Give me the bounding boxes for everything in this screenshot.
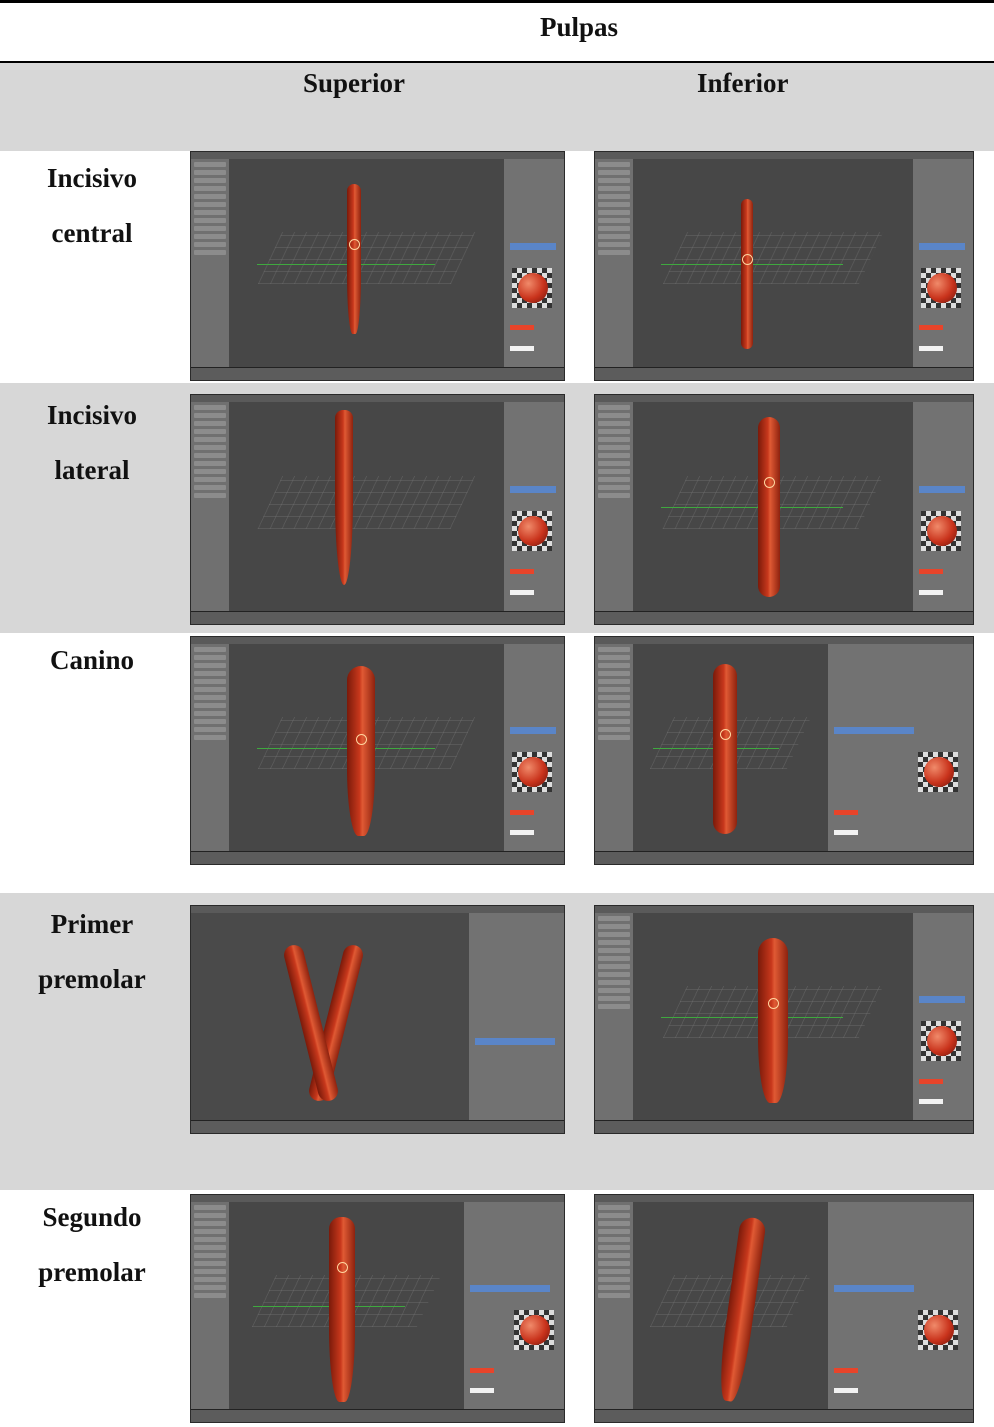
table-row: Segundo premolar	[0, 1190, 994, 1427]
row-label-line2: premolar	[38, 964, 146, 994]
row-label-line1: Canino	[49, 645, 135, 675]
blender-screenshot-inferior	[594, 636, 974, 865]
row-label-line1: Incisivo	[46, 400, 138, 430]
row-label-line1: Segundo	[42, 1202, 142, 1232]
table-row: Incisivo lateral	[0, 383, 994, 633]
blender-screenshot-superior	[190, 394, 565, 625]
table-row: Incisivo central	[0, 151, 994, 383]
blender-screenshot-superior	[190, 151, 565, 381]
column-header-inferior: Inferior	[697, 68, 789, 98]
row-label-line1: Primer	[50, 909, 134, 939]
title-rule	[0, 61, 994, 63]
blender-screenshot-inferior	[594, 905, 974, 1134]
table-row: Canino	[0, 633, 994, 893]
column-header-band: Superior Inferior	[0, 63, 994, 151]
blender-screenshot-superior	[190, 636, 565, 865]
column-header-superior: Superior	[303, 68, 406, 98]
row-label-line2: premolar	[38, 1257, 146, 1287]
blender-screenshot-inferior	[594, 151, 974, 381]
row-label-line2: central	[51, 218, 133, 248]
row-label-line1: Incisivo	[46, 163, 138, 193]
table-title: Pulpas	[540, 12, 619, 42]
table-row: Primer premolar	[0, 893, 994, 1190]
top-rule	[0, 0, 994, 3]
blender-screenshot-inferior	[594, 394, 974, 625]
blender-screenshot-superior	[190, 1194, 565, 1423]
blender-screenshot-superior	[190, 905, 565, 1134]
blender-screenshot-inferior	[594, 1194, 974, 1423]
row-label-line2: lateral	[54, 455, 130, 485]
table-title-row: Pulpas	[0, 10, 994, 56]
